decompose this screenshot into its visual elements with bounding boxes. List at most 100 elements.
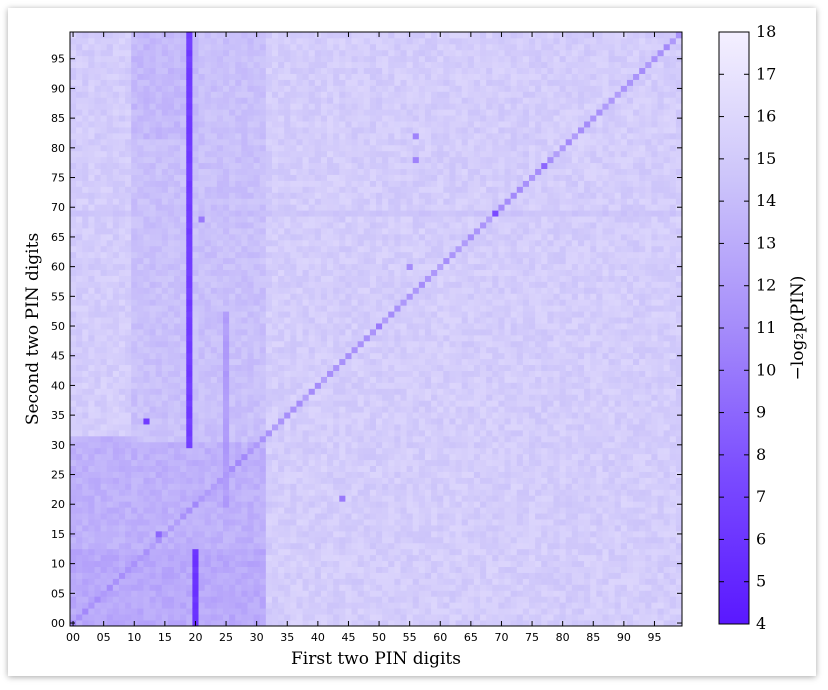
heatmap-cell	[357, 554, 365, 562]
heatmap-cell	[88, 55, 95, 63]
heatmap-cell	[155, 418, 163, 425]
heatmap-cell	[320, 412, 328, 419]
heatmap-cell	[229, 144, 236, 152]
heatmap-cell	[278, 32, 285, 39]
heatmap-cell	[290, 435, 297, 443]
heatmap-cell	[357, 530, 365, 538]
heatmap-cell	[235, 216, 242, 223]
heatmap-cell	[180, 376, 187, 383]
heatmap-cell	[167, 382, 175, 389]
heatmap-cell	[253, 572, 261, 579]
heatmap-cell	[369, 435, 377, 443]
heatmap-cell	[82, 32, 89, 39]
heatmap-cell	[155, 192, 163, 199]
heatmap-cell	[235, 465, 242, 472]
heatmap-cell	[278, 150, 285, 158]
heatmap-cell	[229, 370, 236, 377]
heatmap-cell	[82, 370, 89, 377]
heatmap-cell	[253, 352, 261, 360]
heatmap-cell	[210, 548, 218, 556]
heatmap-cell	[253, 73, 261, 80]
heatmap-cell	[180, 299, 187, 306]
heatmap-cell	[247, 471, 254, 478]
heatmap-cell	[186, 382, 193, 389]
heatmap-cell	[259, 67, 267, 74]
heatmap-cell	[88, 590, 95, 597]
heatmap-cell	[247, 388, 254, 395]
heatmap-cell	[112, 287, 120, 294]
heatmap-cell	[94, 97, 101, 104]
heatmap-cell	[363, 287, 371, 294]
heatmap-cell	[143, 121, 150, 128]
heatmap-cell	[125, 162, 132, 170]
heatmap-cell	[241, 608, 248, 615]
heatmap-cell	[345, 495, 352, 502]
heatmap-cell	[327, 127, 334, 134]
heatmap-cell	[235, 418, 242, 425]
heatmap-cell	[216, 471, 224, 478]
heatmap-cell	[180, 501, 187, 508]
heatmap-cell	[118, 251, 126, 259]
heatmap-cell	[94, 525, 101, 532]
heatmap-cell	[284, 109, 291, 116]
heatmap-cell	[70, 180, 77, 187]
heatmap-cell	[125, 97, 132, 104]
heatmap-cell	[137, 382, 144, 389]
heatmap-cell	[137, 257, 144, 265]
heatmap-cell	[271, 138, 279, 146]
heatmap-cell	[345, 542, 352, 550]
heatmap-cell	[137, 358, 144, 366]
heatmap-cell	[351, 590, 359, 597]
heatmap-cell	[106, 32, 114, 39]
heatmap-cell	[333, 412, 340, 419]
heatmap-cell	[235, 424, 242, 431]
heatmap-cell	[100, 323, 108, 330]
heatmap-cell	[235, 299, 242, 306]
heatmap-cell	[100, 424, 108, 431]
heatmap-cell	[296, 358, 303, 366]
heatmap-cell	[167, 67, 175, 74]
heatmap-cell	[247, 602, 254, 609]
heatmap-cell	[290, 115, 297, 122]
heatmap-cell	[192, 536, 199, 544]
heatmap-cell	[106, 614, 114, 621]
heatmap-cell	[253, 388, 261, 395]
heatmap-cell	[247, 459, 254, 467]
heatmap-cell	[314, 370, 322, 377]
heatmap-cell	[259, 263, 267, 270]
heatmap-cell	[94, 228, 101, 235]
heatmap-cell	[198, 435, 206, 443]
heatmap-cell	[357, 590, 365, 597]
heatmap-cell	[131, 501, 138, 508]
heatmap-cell	[308, 358, 316, 366]
heatmap-cell	[112, 293, 120, 300]
heatmap-cell	[333, 536, 340, 544]
heatmap-cell	[204, 519, 212, 526]
heatmap-cell	[88, 329, 95, 336]
heatmap-cell	[229, 127, 236, 134]
heatmap-cell	[100, 608, 108, 615]
heatmap-cell	[94, 269, 101, 276]
heatmap-cell	[125, 542, 132, 550]
heatmap-cell	[284, 400, 291, 407]
heatmap-cell	[259, 620, 267, 627]
heatmap-cell	[278, 596, 285, 603]
heatmap-cell	[210, 216, 218, 223]
heatmap-cell	[125, 180, 132, 187]
heatmap-cell	[155, 536, 163, 544]
heatmap-cell	[259, 536, 267, 544]
heatmap-cell	[112, 340, 120, 348]
heatmap-cell	[308, 495, 316, 502]
heatmap-cell	[235, 572, 242, 579]
heatmap-cell	[271, 79, 279, 86]
heatmap-cell	[76, 97, 83, 104]
heatmap-cell	[284, 323, 291, 330]
heatmap-cell	[223, 210, 230, 217]
heatmap-cell	[216, 138, 224, 146]
heatmap-cell	[186, 584, 193, 591]
heatmap-cell	[308, 156, 316, 164]
heatmap-cell	[357, 216, 365, 223]
heatmap-cell	[290, 287, 297, 294]
heatmap-cell	[320, 340, 328, 348]
heatmap-cell	[186, 115, 193, 122]
